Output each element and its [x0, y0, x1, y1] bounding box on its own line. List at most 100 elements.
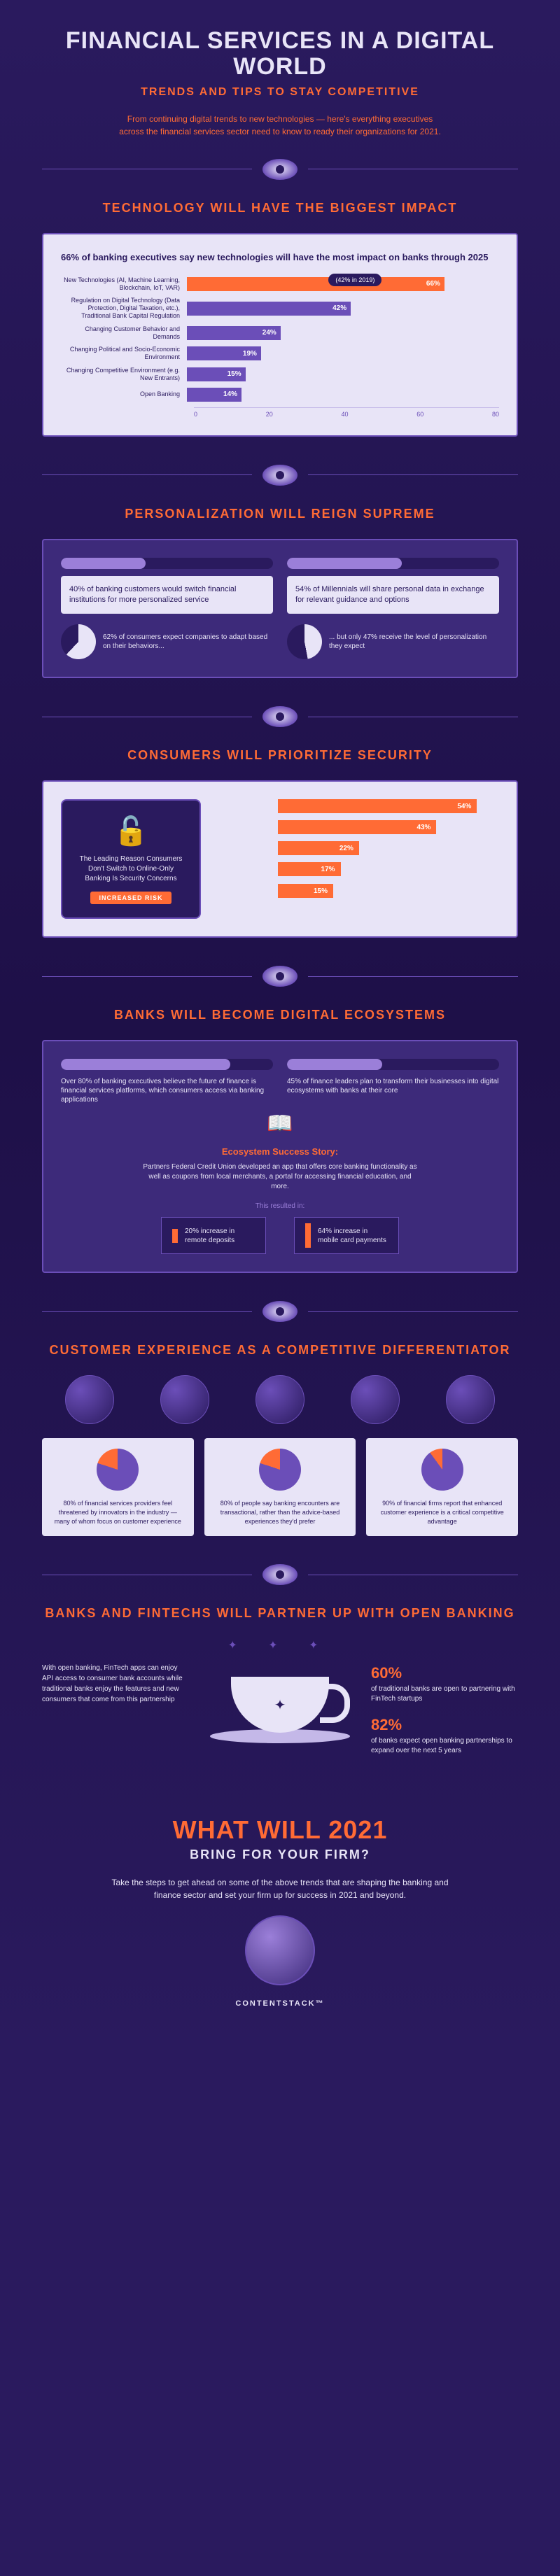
bar-row: Regulation on Digital Technology (Data P… [61, 297, 499, 319]
bar-fill: 17% [278, 862, 341, 876]
result-label: This resulted in: [61, 1202, 499, 1210]
section-security: CONSUMERS WILL PRIORITIZE SECURITY 🔓 The… [42, 748, 518, 938]
story-title: Ecosystem Success Story: [61, 1146, 499, 1157]
cx-item: 80% of financial services providers feel… [42, 1438, 194, 1536]
bar-track: (42% in 2019) 66% [187, 277, 499, 291]
axis-tick: 20 [266, 411, 273, 418]
pie-text: 62% of consumers expect companies to ada… [103, 633, 273, 651]
bar-track: 14% [187, 388, 499, 402]
cx-text: 80% of people say banking encounters are… [215, 1499, 346, 1526]
planet-icon [65, 1375, 114, 1424]
ob-stat: 60% of traditional banks are open to par… [371, 1663, 518, 1704]
bar-row: Increased Risk 54% [215, 799, 499, 813]
bar-label: Open Banking [61, 390, 187, 398]
bar-label: New Technologies (AI, Machine Learning, … [61, 276, 187, 292]
main-title: FINANCIAL SERVICES IN A DIGITAL WORLD [42, 28, 518, 80]
intro-text: From continuing digital trends to new te… [119, 113, 441, 138]
axis-tick: 40 [341, 411, 348, 418]
bar-track: 22% [278, 841, 499, 855]
bar-track: 54% [278, 799, 499, 813]
bar-track: 15% [187, 367, 499, 381]
bar-fill: 42% [187, 302, 351, 316]
teacup-icon: ✦ [210, 1677, 350, 1743]
progress-bar [61, 1059, 273, 1070]
cx-text: 90% of financial firms report that enhan… [377, 1499, 507, 1526]
pie-text: ... but only 47% receive the level of pe… [329, 633, 499, 651]
result-text: 64% increase in mobile card payments [318, 1227, 388, 1245]
result-item: 64% increase in mobile card payments [294, 1217, 399, 1254]
book-icon: 📖 [61, 1111, 499, 1136]
bar-track: 19% [187, 346, 499, 360]
personalization-card: 40% of banking customers would switch fi… [42, 539, 518, 679]
header: FINANCIAL SERVICES IN A DIGITAL WORLD TR… [42, 28, 518, 138]
security-bars: Increased Risk 54% Customer Service 43% … [215, 799, 499, 919]
chart-title: 66% of banking executives say new techno… [61, 252, 499, 262]
bar-row: Market Track Record 15% [215, 883, 499, 899]
ob-description: With open banking, FinTech apps can enjo… [42, 1663, 189, 1705]
section-cx: CUSTOMER EXPERIENCE AS A COMPETITIVE DIF… [42, 1343, 518, 1536]
pie-icon [421, 1449, 463, 1491]
bar-row: Customer Service 43% [215, 820, 499, 834]
cta-subtitle: BRING FOR YOUR FIRM? [42, 1847, 518, 1862]
bar-label: Staying Power [215, 866, 278, 873]
main-subtitle: TRENDS AND TIPS TO STAY COMPETITIVE [42, 86, 518, 99]
bar-row: Changing Political and Socio-Economic En… [61, 346, 499, 361]
planets-decor [42, 1375, 518, 1424]
progress-bar [287, 558, 499, 569]
planet-icon [255, 1375, 304, 1424]
lock-icon: 🔓 [76, 815, 186, 847]
section-openbanking: BANKS AND FINTECHS WILL PARTNER UP WITH … [42, 1606, 518, 1766]
bar-fill: 15% [278, 884, 333, 898]
cx-text: 80% of financial services providers feel… [52, 1499, 183, 1526]
lock-text: The Leading Reason Consumers Don't Switc… [76, 854, 186, 884]
section-title: BANKS AND FINTECHS WILL PARTNER UP WITH … [42, 1606, 518, 1621]
eye-icon [262, 1564, 298, 1585]
cx-item: 90% of financial firms report that enhan… [366, 1438, 518, 1536]
cx-stats-row: 80% of financial services providers feel… [42, 1438, 518, 1536]
section-title: CUSTOMER EXPERIENCE AS A COMPETITIVE DIF… [42, 1343, 518, 1358]
bar-row: Staying Power 17% [215, 862, 499, 876]
bar-chart-card: 66% of banking executives say new techno… [42, 233, 518, 437]
bar-label: Customer Service [215, 824, 278, 831]
bar-label: Deposit Volume [215, 845, 278, 852]
eye-icon [262, 465, 298, 486]
pie-icon [61, 624, 96, 659]
pie-icon [97, 1449, 139, 1491]
bar-track: 17% [278, 862, 499, 876]
section-technology: TECHNOLOGY WILL HAVE THE BIGGEST IMPACT … [42, 201, 518, 437]
divider [42, 1564, 518, 1585]
bar-row: New Technologies (AI, Machine Learning, … [61, 276, 499, 292]
stat-box: 40% of banking customers would switch fi… [61, 576, 273, 614]
bar-label: Changing Competitive Environment (e.g. N… [61, 367, 187, 382]
divider [42, 1301, 518, 1322]
star-decor: ✦ ✦ ✦ [42, 1638, 518, 1652]
result-item: 20% increase in remote deposits [161, 1217, 266, 1254]
cta-section: WHAT WILL 2021 BRING FOR YOUR FIRM? Take… [42, 1794, 518, 2029]
bar-fill: 54% [278, 799, 477, 813]
cx-item: 80% of people say banking encounters are… [204, 1438, 356, 1536]
eye-icon [262, 966, 298, 987]
section-ecosystems: BANKS WILL BECOME DIGITAL ECOSYSTEMS Ove… [42, 1008, 518, 1273]
pie-icon [287, 624, 322, 659]
stat-text: Over 80% of banking executives believe t… [61, 1077, 273, 1104]
section-title: CONSUMERS WILL PRIORITIZE SECURITY [42, 748, 518, 763]
bar-label: Increased Risk [215, 803, 278, 810]
bar-label: Changing Customer Behavior and Demands [61, 325, 187, 341]
section-title: PERSONALIZATION WILL REIGN SUPREME [42, 507, 518, 521]
bar-track: 42% [187, 302, 499, 316]
security-card: 🔓 The Leading Reason Consumers Don't Swi… [42, 780, 518, 938]
planet-icon [446, 1375, 495, 1424]
bar-fill: 15% [187, 367, 246, 381]
infographic-page: FINANCIAL SERVICES IN A DIGITAL WORLD TR… [0, 0, 560, 2057]
lock-card: 🔓 The Leading Reason Consumers Don't Swi… [61, 799, 201, 919]
divider [42, 706, 518, 727]
bar-row: Deposit Volume 22% [215, 841, 499, 855]
ob-stat: 82% of banks expect open banking partner… [371, 1715, 518, 1756]
story-text: Partners Federal Credit Union developed … [140, 1162, 420, 1192]
divider [42, 159, 518, 180]
bar-track: 43% [278, 820, 499, 834]
planet-icon [351, 1375, 400, 1424]
progress-bar [287, 1059, 499, 1070]
axis-tick: 80 [492, 411, 499, 418]
section-personalization: PERSONALIZATION WILL REIGN SUPREME 40% o… [42, 507, 518, 679]
